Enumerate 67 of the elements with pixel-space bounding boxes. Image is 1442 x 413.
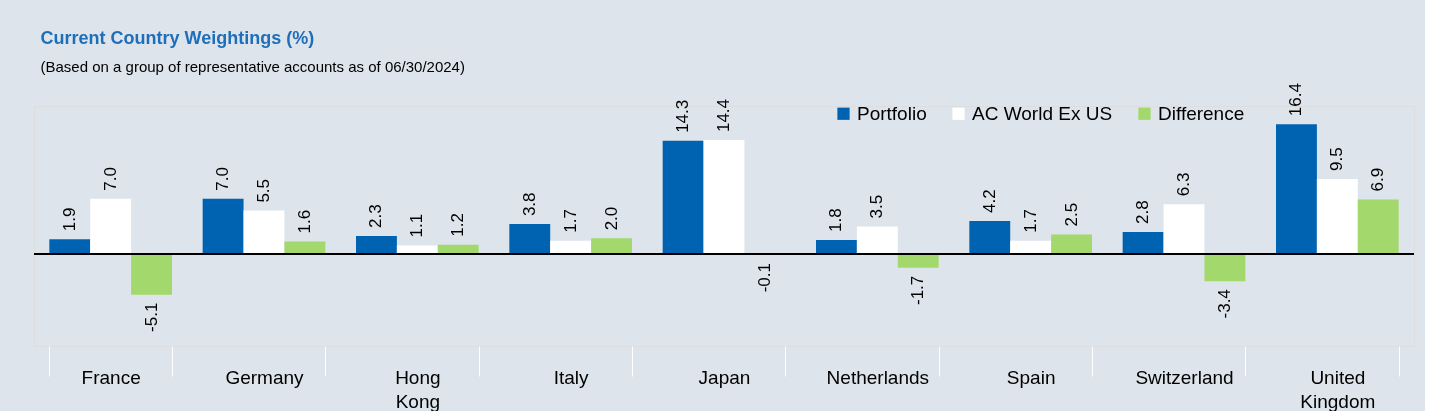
data-label: 14.4 xyxy=(714,98,733,133)
bar xyxy=(1010,240,1052,255)
bar xyxy=(396,245,438,255)
bar xyxy=(856,226,898,255)
x-tick-label: Italy xyxy=(553,366,590,388)
data-label: 1.2 xyxy=(448,213,468,237)
data-label: 4.2 xyxy=(979,189,999,213)
data-label: -5.1 xyxy=(141,302,161,332)
data-label: 1.9 xyxy=(59,207,79,232)
bar xyxy=(243,210,285,255)
bar xyxy=(1357,199,1399,255)
bar xyxy=(1163,204,1205,255)
x-tick-label: Japan xyxy=(698,366,751,388)
x-tick-label: Spain xyxy=(1006,366,1056,388)
x-tick-label: Netherlands xyxy=(826,366,930,388)
data-label: -0.1 xyxy=(754,263,774,293)
data-label: 1.8 xyxy=(826,208,846,232)
bar xyxy=(1122,232,1164,255)
x-tick-label: Switzerland xyxy=(1135,366,1234,388)
bar xyxy=(969,220,1011,255)
data-label: 1.6 xyxy=(294,209,314,234)
bar xyxy=(662,140,704,255)
bar xyxy=(816,239,857,255)
data-label: 2.5 xyxy=(1061,202,1081,227)
data-label: -3.4 xyxy=(1214,289,1234,319)
bar xyxy=(509,224,551,255)
bar xyxy=(131,254,172,295)
bar xyxy=(202,198,244,255)
bar xyxy=(284,241,326,255)
bar xyxy=(1051,234,1092,255)
data-label: 14.3 xyxy=(673,99,693,133)
x-tick-label: France xyxy=(81,366,141,388)
bar xyxy=(1316,178,1358,255)
data-label: 1.1 xyxy=(407,213,427,238)
bar xyxy=(591,238,632,255)
data-label: 1.7 xyxy=(560,209,580,233)
bar xyxy=(897,254,939,268)
data-label: 2.3 xyxy=(366,204,386,228)
data-label: 5.5 xyxy=(254,178,273,203)
data-label: 3.8 xyxy=(519,192,539,217)
bar xyxy=(1276,124,1317,255)
data-label: 1.7 xyxy=(1020,209,1040,233)
bar xyxy=(550,240,592,255)
data-label: -1.7 xyxy=(908,275,928,305)
bar xyxy=(90,198,132,255)
legend-label: Portfolio xyxy=(857,102,927,124)
data-label: 7.0 xyxy=(213,167,233,191)
data-label: 3.5 xyxy=(867,194,887,219)
data-label: 2.0 xyxy=(601,206,621,231)
legend-label: Difference xyxy=(1158,102,1245,124)
bar xyxy=(49,239,91,255)
data-label: 16.4 xyxy=(1286,83,1306,117)
x-tick-label: Hong Kong xyxy=(395,366,441,412)
bar xyxy=(1204,254,1246,282)
legend-label: AC World Ex US xyxy=(972,102,1113,124)
bar xyxy=(703,140,745,255)
bar xyxy=(437,244,479,255)
data-label: 9.5 xyxy=(1327,147,1347,171)
bar xyxy=(356,235,397,255)
chart-subtitle: (Based on a group of representative accounts as of 06/30/2024) xyxy=(40,58,465,76)
data-label: 6.3 xyxy=(1174,172,1193,197)
data-label: 7.0 xyxy=(100,167,120,191)
data-label: 2.8 xyxy=(1133,200,1153,225)
data-label: 6.9 xyxy=(1368,167,1388,192)
x-tick-label: United Kingdom xyxy=(1300,366,1376,412)
x-tick-label: Germany xyxy=(225,366,305,388)
chart-title: Current Country Weightings (%) xyxy=(40,28,315,49)
